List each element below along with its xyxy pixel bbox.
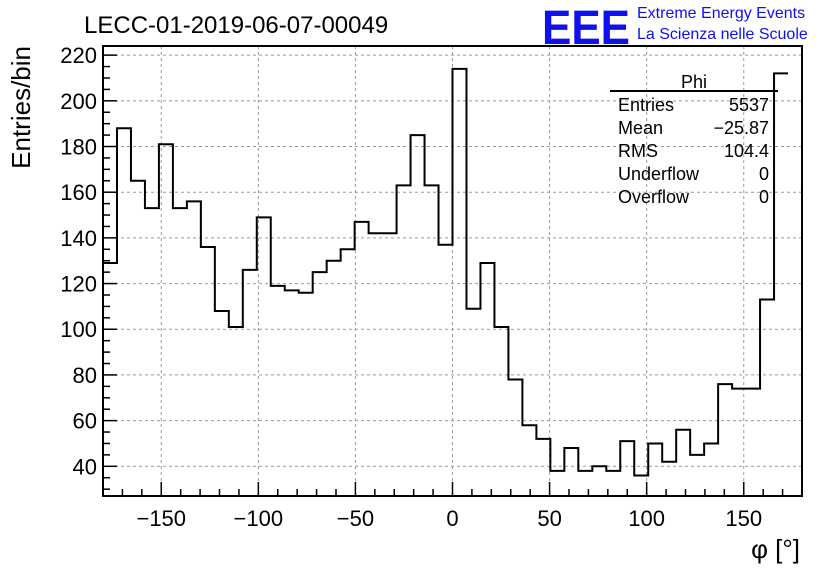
x-tick-label: −150 [136, 506, 186, 531]
eee-logo-line1: Extreme Energy Events [637, 5, 805, 22]
x-tick-label: 0 [446, 506, 458, 531]
histogram-bin [341, 249, 355, 496]
stats-box-rows: Entries 5537 Mean −25.87 RMS 104.4 Underflow 0 O… [618, 95, 769, 207]
y-tick-label: 180 [60, 135, 97, 160]
y-tick-label: 120 [60, 272, 97, 297]
histogram-bin [746, 389, 760, 496]
y-tick-label: 100 [60, 317, 97, 342]
stats-box-title: Phi [681, 72, 707, 92]
y-tick-label: 200 [60, 89, 97, 114]
histogram-bin [229, 327, 243, 496]
y-axis-label: Entries/bin [6, 46, 36, 169]
x-axis-ticks: −150 −100 −50 0 50 100 150 [102, 482, 803, 531]
histogram-bin [550, 471, 564, 496]
histogram-bin [704, 443, 718, 496]
x-tick-label: 50 [537, 506, 561, 531]
x-axis-label: φ [°] [751, 534, 800, 564]
histogram-bin [494, 327, 508, 496]
y-axis-ticks: 40 60 80 100 120 140 160 180 200 220 [60, 43, 117, 490]
x-tick-label: 150 [725, 506, 762, 531]
histogram-bin [383, 233, 397, 496]
chart-title: LECC-01-2019-06-07-00049 [84, 12, 388, 39]
stats-row-label: Entries [618, 95, 674, 115]
histogram-bin [718, 384, 732, 496]
histogram-bin [355, 222, 369, 496]
histogram-bin [215, 311, 229, 496]
histogram-bin [508, 380, 522, 496]
histogram-bin [564, 448, 578, 496]
eee-logo: EEE Extreme Energy Events La Scienza nel… [542, 2, 808, 55]
stats-row-label: Underflow [618, 164, 700, 184]
histogram-bin [299, 293, 313, 496]
x-tick-label: −50 [337, 506, 374, 531]
y-tick-label: 140 [60, 226, 97, 251]
histogram-bin [271, 286, 285, 496]
histogram-bin [173, 208, 187, 496]
histogram-bin [453, 69, 467, 496]
stats-row-value: 5537 [729, 95, 769, 115]
histogram-bin [257, 217, 271, 496]
stats-row-value: 0 [759, 164, 769, 184]
histogram-bin [480, 263, 494, 496]
histogram-bin [145, 208, 159, 496]
histogram-bin [522, 425, 536, 496]
histogram-bin [397, 185, 411, 496]
stats-row-label: RMS [618, 141, 658, 161]
histogram-bin [648, 443, 662, 496]
histogram-bin [103, 263, 117, 496]
histogram-bin [243, 270, 257, 496]
histogram-bin [425, 185, 439, 496]
stats-row-value: 104.4 [724, 141, 769, 161]
histogram-bin [578, 471, 592, 496]
y-tick-label: 60 [73, 409, 97, 434]
histogram-bins [103, 69, 788, 496]
histogram-bin [676, 430, 690, 496]
stats-box: Phi Entries 5537 Mean −25.87 RMS 104.4 Underfl… [610, 72, 778, 207]
x-tick-label: 100 [628, 506, 665, 531]
stats-row-value: −25.87 [713, 118, 769, 138]
histogram-bin [117, 128, 131, 496]
histogram-bin [313, 272, 327, 496]
stats-row-label: Overflow [618, 187, 690, 207]
histogram-bin [201, 247, 215, 496]
histogram-outline [103, 67, 789, 477]
eee-logo-mark: EEE [542, 2, 630, 55]
histogram-bin [439, 245, 453, 496]
stats-row-label: Mean [618, 118, 663, 138]
histogram-bin [592, 466, 606, 496]
histogram-bin [774, 73, 788, 496]
histogram-bin [187, 201, 201, 496]
histogram-bin [411, 135, 425, 496]
histogram-bin [620, 441, 634, 496]
histogram-bin [369, 233, 383, 496]
histogram-bin [690, 455, 704, 496]
eee-logo-line2: La Scienza nelle Scuole [637, 26, 808, 43]
stats-row-value: 0 [759, 187, 769, 207]
y-tick-label: 220 [60, 43, 97, 68]
x-tick-label: −100 [234, 506, 284, 531]
histogram-bin [662, 462, 676, 496]
y-tick-label: 40 [73, 454, 97, 479]
y-tick-label: 160 [60, 180, 97, 205]
histogram-bin [466, 309, 480, 496]
histogram-bin [285, 290, 299, 496]
y-tick-label: 80 [73, 363, 97, 388]
histogram-bin [327, 261, 341, 496]
histogram-bin [131, 181, 145, 496]
histogram-bin [536, 439, 550, 496]
